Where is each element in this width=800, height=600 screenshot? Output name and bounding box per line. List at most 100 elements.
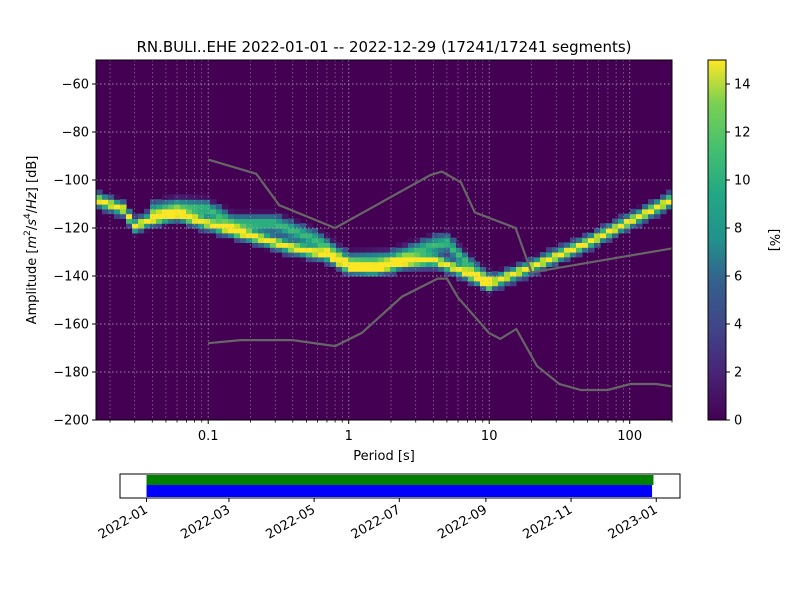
density-cell: [444, 271, 451, 277]
density-cell: [246, 218, 253, 224]
y-tick-label: −60: [62, 78, 89, 93]
density-cell: [492, 285, 499, 291]
density-cell: [360, 252, 367, 258]
density-cell: [594, 232, 601, 239]
density-cell: [270, 247, 277, 253]
density-cell: [504, 266, 511, 272]
density-cell: [420, 237, 427, 243]
density-cell: [390, 261, 397, 267]
density-cell: [282, 223, 289, 229]
timeline-tick-label: 2023-01: [606, 502, 661, 542]
density-cell: [144, 213, 151, 219]
density-cell: [192, 208, 199, 215]
density-cell: [474, 271, 481, 277]
density-cell: [564, 242, 571, 248]
density-cell: [396, 266, 403, 272]
density-cell: [474, 276, 481, 282]
density-cell: [150, 223, 157, 229]
density-cell: [432, 252, 439, 258]
density-cell: [546, 252, 553, 258]
density-cell: [660, 204, 667, 210]
density-cell: [246, 228, 253, 234]
density-cell: [144, 218, 151, 224]
density-cell: [456, 247, 463, 253]
density-cell: [102, 204, 109, 210]
density-cell: [120, 208, 127, 215]
density-cell: [480, 271, 487, 277]
density-cell: [324, 247, 331, 253]
density-cell: [156, 199, 163, 205]
density-cell: [534, 271, 541, 277]
density-cell: [276, 237, 283, 243]
density-cell: [360, 261, 367, 267]
density-cell: [456, 261, 463, 267]
density-cell: [390, 271, 397, 277]
density-cell: [336, 266, 343, 272]
density-cell: [330, 242, 337, 248]
density-cell: [492, 280, 499, 287]
density-cell: [276, 218, 283, 224]
density-cell: [468, 261, 475, 267]
density-cell: [210, 213, 217, 219]
density-cell: [228, 228, 235, 234]
density-cell: [354, 261, 361, 267]
timeline-tick-label: 2022-09: [435, 502, 490, 542]
density-cell: [300, 232, 307, 239]
density-cell: [354, 247, 361, 253]
timeline-tick-label: 2022-03: [178, 502, 233, 542]
density-cell: [432, 256, 439, 263]
density-cell: [306, 252, 313, 258]
density-cell: [222, 218, 229, 224]
density-cell: [258, 242, 265, 248]
density-cell: [180, 194, 187, 200]
density-cell: [198, 204, 205, 210]
density-cell: [186, 199, 193, 205]
plot-frame: [95, 59, 673, 421]
density-cell: [264, 213, 271, 219]
density-cell: [288, 237, 295, 243]
colorbar-tick-label: 12: [734, 126, 751, 141]
density-cell: [408, 266, 415, 272]
density-cell: [384, 256, 391, 263]
density-cell: [372, 271, 379, 277]
density-cell: [606, 232, 613, 239]
density-cell: [366, 271, 373, 277]
density-cell: [360, 256, 367, 263]
density-cell: [132, 228, 139, 234]
density-cell: [408, 242, 415, 248]
density-cell: [504, 280, 511, 287]
density-cell: [192, 194, 199, 200]
density-cell: [324, 237, 331, 243]
density-cell: [432, 247, 439, 253]
density-cell: [624, 213, 631, 219]
density-cell: [474, 280, 481, 287]
density-cell: [126, 213, 133, 219]
density-cell: [246, 208, 253, 215]
density-cell: [516, 266, 523, 272]
density-cell: [468, 276, 475, 282]
density-cell: [246, 213, 253, 219]
density-cell: [438, 261, 445, 267]
density-cell: [450, 266, 457, 272]
x-tick-label: 10: [481, 429, 498, 444]
density-cell: [312, 237, 319, 243]
density-cell: [348, 256, 355, 263]
density-cell: [312, 252, 319, 258]
density-cell: [168, 213, 175, 219]
density-cell: [150, 213, 157, 219]
density-cell: [168, 208, 175, 215]
density-cell: [450, 256, 457, 263]
density-cell: [372, 252, 379, 258]
density-cell: [456, 242, 463, 248]
density-cell: [114, 213, 121, 219]
density-cell: [270, 208, 277, 215]
density-cell: [360, 247, 367, 253]
density-cell: [648, 199, 655, 205]
density-cell: [468, 280, 475, 287]
density-cell: [324, 261, 331, 267]
density-cell: [162, 218, 169, 224]
density-cell: [210, 204, 217, 210]
density-cell: [408, 256, 415, 263]
density-cell: [318, 232, 325, 239]
density-cell: [162, 208, 169, 215]
